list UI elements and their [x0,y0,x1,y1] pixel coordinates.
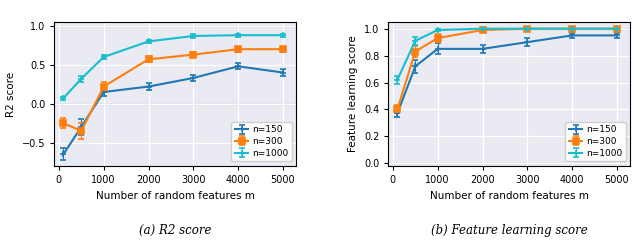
Legend: n=150, n=300, n=1000: n=150, n=300, n=1000 [565,122,626,162]
Text: (a) R2 score: (a) R2 score [139,224,212,236]
Legend: n=150, n=300, n=1000: n=150, n=300, n=1000 [231,122,292,162]
Y-axis label: Feature learning score: Feature learning score [348,36,358,152]
Y-axis label: R2 score: R2 score [6,71,16,116]
X-axis label: Number of random features m: Number of random features m [430,191,589,201]
Text: (b) Feature learning score: (b) Feature learning score [431,224,588,236]
X-axis label: Number of random features m: Number of random features m [96,191,255,201]
